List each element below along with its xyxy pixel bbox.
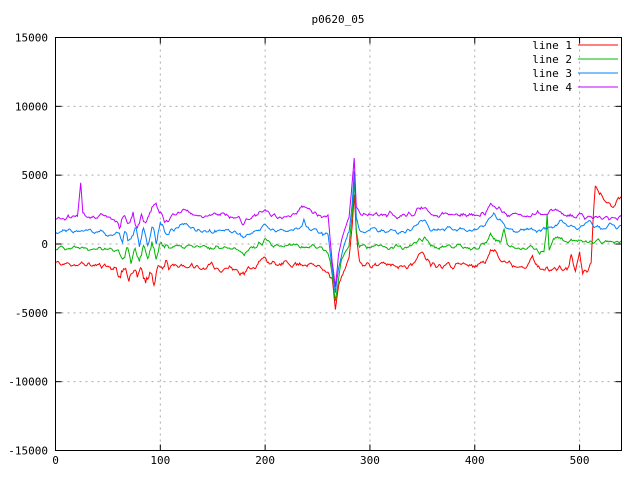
y-tick-label: 0 [41, 238, 48, 251]
x-tick-label: 300 [360, 454, 380, 467]
series-line-1 [55, 185, 622, 310]
legend-label: line 2 [532, 53, 572, 66]
legend-item-3: line 3 [532, 67, 618, 80]
x-tick-label: 200 [255, 454, 275, 467]
x-tick-label: 0 [52, 454, 59, 467]
y-tick-label: -15000 [8, 445, 48, 458]
y-tick-label: 15000 [15, 32, 48, 45]
y-tick-label: -5000 [15, 307, 48, 320]
legend-label: line 1 [532, 39, 572, 52]
data-series [55, 157, 622, 310]
x-tick-label: 500 [570, 454, 590, 467]
y-tick-label: -10000 [8, 376, 48, 389]
legend-item-4: line 4 [532, 81, 618, 94]
y-axis-labels: -15000 -10000 -5000 0 5000 10000 15000 [8, 32, 48, 458]
axis-ticks [55, 37, 622, 451]
y-tick-label: 5000 [22, 169, 49, 182]
x-tick-label: 100 [150, 454, 170, 467]
y-tick-label: 10000 [15, 100, 48, 113]
x-tick-label: 400 [465, 454, 485, 467]
grid-lines [55, 37, 622, 451]
series-line-3 [55, 171, 622, 293]
legend-item-2: line 2 [532, 53, 618, 66]
chart-title: p0620_05 [312, 13, 365, 26]
legend-item-1: line 1 [532, 39, 618, 52]
series-line-2 [55, 179, 622, 301]
legend-label: line 3 [532, 67, 572, 80]
x-axis-labels: 0 100 200 300 400 500 [52, 454, 589, 467]
legend-label: line 4 [532, 81, 572, 94]
series-line-4 [55, 157, 622, 288]
